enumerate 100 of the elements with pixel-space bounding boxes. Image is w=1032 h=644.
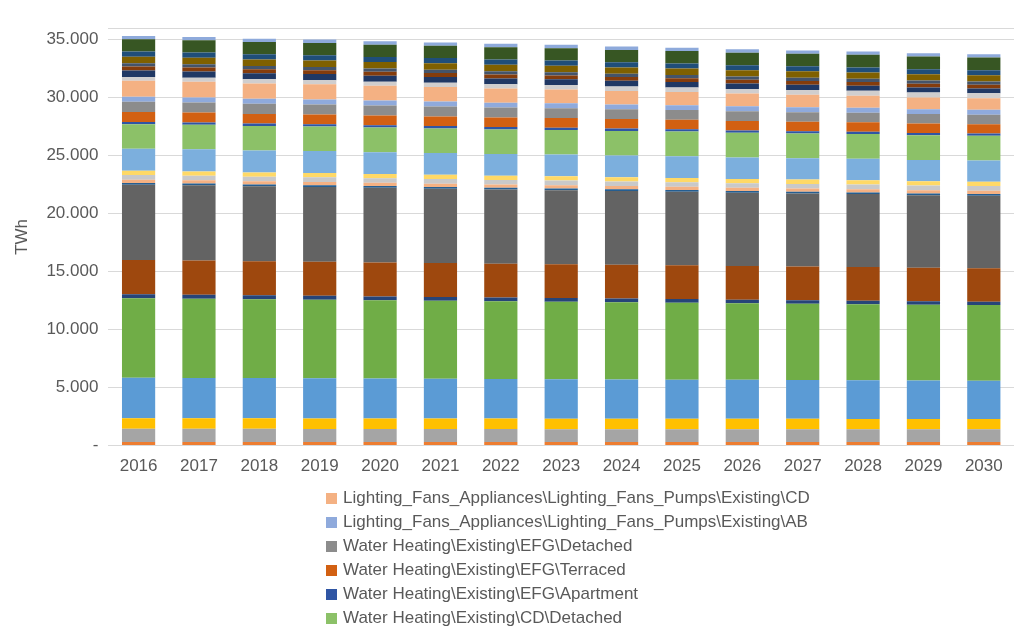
bar xyxy=(363,262,397,297)
bar xyxy=(906,53,941,57)
bar xyxy=(665,442,699,446)
bar xyxy=(242,79,276,84)
bar xyxy=(242,442,276,446)
bar xyxy=(967,186,1001,191)
bar xyxy=(182,294,216,299)
bar xyxy=(363,418,397,429)
bar xyxy=(544,118,578,128)
bar xyxy=(665,129,699,132)
bar xyxy=(786,183,820,189)
bar xyxy=(182,149,216,172)
bar xyxy=(423,179,458,184)
x-tick-label: 2016 xyxy=(119,456,158,476)
bar xyxy=(242,125,276,151)
bar xyxy=(544,130,578,155)
bar xyxy=(242,418,276,429)
bar xyxy=(967,114,1001,125)
bar xyxy=(242,83,276,99)
bar xyxy=(604,264,639,299)
bar xyxy=(363,187,397,263)
bar xyxy=(363,428,397,443)
bar xyxy=(665,105,699,111)
bar xyxy=(182,428,216,443)
bar xyxy=(846,304,880,381)
bar xyxy=(544,379,578,419)
bar xyxy=(121,124,156,149)
bar xyxy=(665,429,699,443)
x-tick-label: 2021 xyxy=(421,456,460,476)
bar xyxy=(242,172,276,177)
bar xyxy=(967,54,1001,58)
bar xyxy=(182,171,216,176)
bar xyxy=(725,192,759,267)
bar xyxy=(846,158,880,181)
bar xyxy=(604,119,639,129)
x-tick-label: 2018 xyxy=(240,456,279,476)
bar xyxy=(967,109,1001,115)
bar xyxy=(725,111,759,121)
bar xyxy=(665,78,699,82)
y-tick-label: 5.000 xyxy=(55,377,99,397)
bar xyxy=(363,127,397,153)
bar xyxy=(242,98,276,104)
bar xyxy=(725,183,759,188)
bar xyxy=(182,260,216,295)
bar xyxy=(544,176,578,181)
bar xyxy=(967,133,1001,136)
bar xyxy=(242,73,276,80)
bar xyxy=(423,418,458,430)
bar xyxy=(121,39,156,52)
bar xyxy=(665,110,699,120)
bar xyxy=(967,160,1001,182)
bar xyxy=(906,195,941,268)
bar xyxy=(363,125,397,128)
bar xyxy=(665,302,699,380)
bar xyxy=(906,83,941,88)
bar xyxy=(182,442,216,446)
bar xyxy=(544,75,578,80)
y-tick-label: 25.000 xyxy=(46,145,99,165)
bar xyxy=(544,154,578,177)
bar xyxy=(182,71,216,78)
bar xyxy=(303,70,337,75)
bar xyxy=(544,65,578,73)
legend-label: Lighting_Fans_Appliances\Lighting_Fans_Pumps\Existing\CD xyxy=(343,488,810,508)
bar xyxy=(906,69,941,75)
bar xyxy=(786,133,820,159)
bar xyxy=(423,152,458,175)
bar xyxy=(906,114,941,124)
bar xyxy=(544,301,578,380)
bar xyxy=(121,175,156,180)
bar xyxy=(121,184,156,261)
bar xyxy=(121,66,156,71)
bar xyxy=(786,112,820,122)
bar xyxy=(484,117,518,128)
bar xyxy=(906,135,941,160)
bar xyxy=(665,156,699,178)
bar xyxy=(121,179,156,183)
bar xyxy=(906,301,941,305)
bar xyxy=(423,101,458,107)
bar xyxy=(423,188,458,263)
bar xyxy=(363,378,397,419)
x-tick-label: 2023 xyxy=(542,456,581,476)
bar xyxy=(725,429,759,443)
bar xyxy=(423,42,458,46)
bar xyxy=(725,442,759,446)
bar xyxy=(604,442,639,446)
bar xyxy=(846,134,880,159)
bar xyxy=(182,64,216,68)
bar xyxy=(363,173,397,179)
bar xyxy=(604,73,639,78)
bar xyxy=(544,85,578,90)
bar xyxy=(121,51,156,57)
bar xyxy=(423,58,458,64)
bar xyxy=(604,181,639,187)
bar xyxy=(846,112,880,123)
bar xyxy=(846,429,880,443)
bar xyxy=(846,180,880,185)
bar xyxy=(906,442,941,446)
bar xyxy=(484,88,518,103)
bar xyxy=(786,429,820,443)
bar xyxy=(303,378,337,419)
